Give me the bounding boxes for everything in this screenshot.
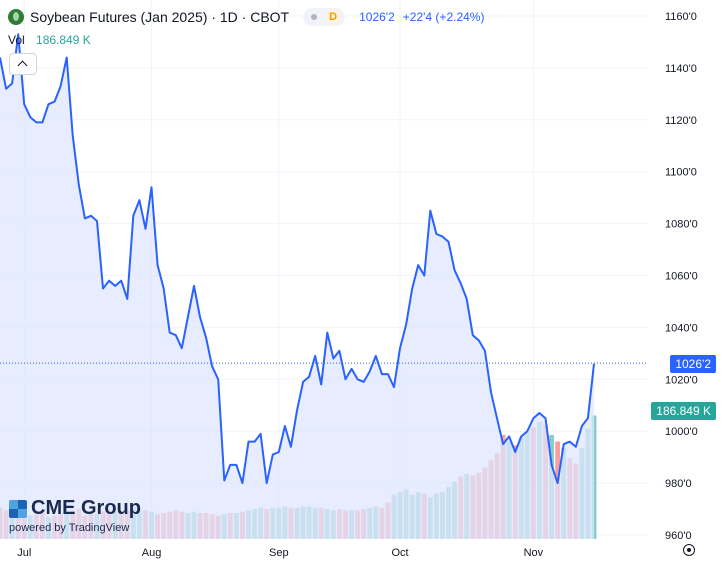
y-tick-label: 1100'0 xyxy=(665,167,697,179)
y-tick-label: 1040'0 xyxy=(665,322,698,334)
x-tick-label: Nov xyxy=(524,547,544,559)
last-price: 1026'2 xyxy=(359,10,395,24)
x-tick-label: Sep xyxy=(269,547,289,559)
cme-globe-icon xyxy=(9,499,27,518)
volume-axis-tag: 186.849 K xyxy=(651,402,716,420)
x-tick-label: Oct xyxy=(391,547,408,559)
brand-watermark: CME Group powered by TradingView xyxy=(9,497,141,534)
collapse-legend-button[interactable] xyxy=(9,53,37,75)
y-tick-label: 960'0 xyxy=(665,530,692,542)
y-tick-label: 980'0 xyxy=(665,478,692,490)
volume-legend: Vol 186.849 K xyxy=(8,33,91,47)
y-tick-label: 1060'0 xyxy=(665,271,698,283)
price-change: +22'4 (+2.24%) xyxy=(402,10,485,24)
market-status[interactable]: D xyxy=(303,8,346,26)
price-area xyxy=(0,34,594,539)
market-status-pill[interactable]: D xyxy=(303,8,346,26)
time-axis[interactable]: Jul Aug Sep Oct Nov xyxy=(17,547,543,559)
powered-by: powered by TradingView xyxy=(9,522,130,534)
chart-header: Soybean Futures (Jan 2025) · 1D · CBOT D… xyxy=(8,8,484,26)
cme-logo: CME Group xyxy=(9,497,141,520)
price-line xyxy=(0,33,595,485)
y-tick-label: 1160'0 xyxy=(665,11,697,23)
y-tick-label: 1140'0 xyxy=(665,63,697,75)
y-tick-label: 1120'0 xyxy=(665,115,697,127)
x-tick-label: Aug xyxy=(142,547,162,559)
volume-value: 186.849 K xyxy=(36,33,91,47)
settings-gear-icon[interactable] xyxy=(683,544,695,556)
soybean-logo-icon xyxy=(8,9,24,25)
price-axis-tag: 1026'2 xyxy=(670,355,716,373)
y-tick-label: 1020'0 xyxy=(665,374,698,386)
interval-badge: D xyxy=(325,9,342,25)
y-tick-label: 1000'0 xyxy=(665,426,698,438)
x-tick-label: Jul xyxy=(17,547,31,559)
price-axis[interactable]: 960'0 980'0 1000'0 1020'0 1040'0 1060'0 1080'0… xyxy=(665,11,698,542)
brand-name: CME Group xyxy=(31,497,141,519)
volume-label: Vol xyxy=(8,33,25,47)
symbol-title[interactable]: Soybean Futures (Jan 2025) · 1D · CBOT xyxy=(30,9,290,25)
status-dot-icon xyxy=(311,14,318,20)
y-tick-label: 1080'0 xyxy=(665,219,698,231)
